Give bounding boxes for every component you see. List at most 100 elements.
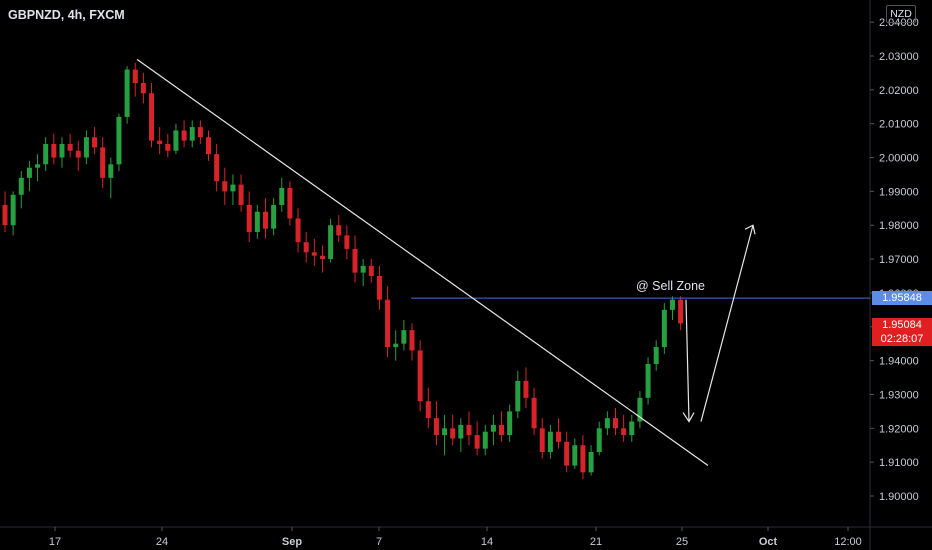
- candle-body: [556, 431, 562, 442]
- candle-body: [35, 164, 41, 168]
- y-tick-label: 1.93000: [879, 389, 919, 401]
- countdown-badge: 02:28:07: [872, 332, 932, 346]
- candle-body: [197, 127, 203, 138]
- candle-body: [385, 299, 391, 348]
- currency-button[interactable]: NZD: [886, 5, 916, 23]
- candle-body: [393, 343, 399, 348]
- candle-body: [59, 144, 65, 158]
- candle-body: [75, 150, 81, 158]
- candle-body: [352, 248, 358, 273]
- candle-body: [482, 431, 488, 449]
- x-tick-label: 25: [676, 536, 688, 548]
- candle-body: [376, 276, 382, 300]
- y-tick-label: 1.91000: [879, 457, 919, 469]
- x-tick-label: 14: [481, 536, 493, 548]
- candle-body: [2, 204, 8, 226]
- up-arrow-shaft: [700, 225, 754, 422]
- symbol-title: GBPNZD, 4h, FXCM: [8, 8, 125, 22]
- candle-body: [450, 428, 456, 439]
- x-tick-label: 7: [376, 536, 382, 548]
- candle-body: [140, 83, 146, 94]
- candle-body: [100, 147, 106, 178]
- y-tick-label: 2.01000: [879, 119, 919, 131]
- x-tick-label: 12:00: [834, 536, 862, 548]
- x-tick-label: 21: [590, 536, 602, 548]
- y-tick-label: 1.94000: [879, 356, 919, 368]
- candle-body: [417, 350, 423, 402]
- candle-body: [547, 431, 553, 452]
- candle-body: [254, 211, 260, 232]
- candle-body: [10, 194, 16, 226]
- candle-body: [83, 137, 89, 158]
- candle-body: [238, 184, 244, 205]
- candle-body: [653, 347, 659, 364]
- candle-body: [490, 424, 496, 432]
- candle-body: [149, 93, 155, 141]
- candle-body: [596, 428, 602, 452]
- candle-body: [92, 137, 98, 148]
- last-price-badge: 1.95084: [872, 318, 932, 332]
- candle-body: [425, 401, 431, 419]
- candle-body: [26, 167, 32, 178]
- candle-body: [43, 144, 49, 165]
- x-tick-label: Sep: [282, 536, 302, 548]
- candle-body: [637, 397, 643, 422]
- candle-body: [222, 181, 228, 192]
- candle-body: [507, 411, 513, 436]
- y-tick-label: 1.90000: [879, 491, 919, 503]
- candle-body: [230, 184, 236, 192]
- candle-body: [458, 424, 464, 439]
- candle-body: [165, 144, 171, 151]
- candle-body: [613, 418, 618, 429]
- candle-body: [246, 204, 252, 232]
- candle-body: [287, 188, 293, 219]
- up-arrow-head: [744, 224, 756, 235]
- down-arrow-shaft: [685, 299, 690, 422]
- candle-body: [433, 418, 439, 436]
- candle-body: [271, 204, 277, 229]
- candle-body: [466, 424, 472, 436]
- candle-body: [401, 330, 407, 344]
- candle-body: [279, 188, 285, 205]
- candle-body: [629, 421, 635, 436]
- candle-body: [360, 265, 366, 273]
- x-tick-label: Oct: [759, 536, 778, 548]
- candle-body: [132, 69, 138, 84]
- candle-body: [344, 235, 350, 249]
- candle-body: [157, 140, 163, 144]
- y-tick-label: 1.92000: [879, 423, 919, 435]
- y-tick-label: 2.02000: [879, 85, 919, 97]
- candle-body: [669, 299, 675, 310]
- candle-body: [124, 69, 130, 117]
- y-tick-label: 1.99000: [879, 186, 919, 198]
- candle-body: [474, 435, 480, 449]
- x-tick-label: 24: [156, 536, 168, 548]
- candle-body: [206, 137, 211, 155]
- candle-body: [173, 130, 179, 151]
- candle-body: [539, 428, 545, 452]
- candle-body: [580, 445, 586, 473]
- candle-body: [328, 225, 334, 260]
- candle-body: [51, 144, 57, 158]
- candle-body: [116, 116, 122, 165]
- candle-body: [531, 397, 537, 429]
- candle-body: [67, 144, 73, 151]
- candle-body: [499, 424, 505, 436]
- candle-body: [108, 164, 114, 178]
- candle-body: [368, 265, 374, 276]
- candle-body: [262, 211, 268, 229]
- candle-body: [621, 428, 627, 436]
- y-tick-label: 2.03000: [879, 51, 919, 63]
- candle-body: [564, 441, 570, 466]
- candle-body: [214, 154, 220, 182]
- candle-body: [189, 127, 195, 141]
- y-tick-label: 2.04000: [879, 17, 919, 29]
- candle-body: [515, 380, 521, 412]
- candle-body: [295, 218, 301, 243]
- candle-body: [303, 242, 309, 253]
- candle-body: [319, 255, 325, 260]
- y-tick-label: 1.97000: [879, 254, 919, 266]
- level-price-badge: 1.95848: [872, 291, 932, 305]
- candle-body: [678, 299, 684, 324]
